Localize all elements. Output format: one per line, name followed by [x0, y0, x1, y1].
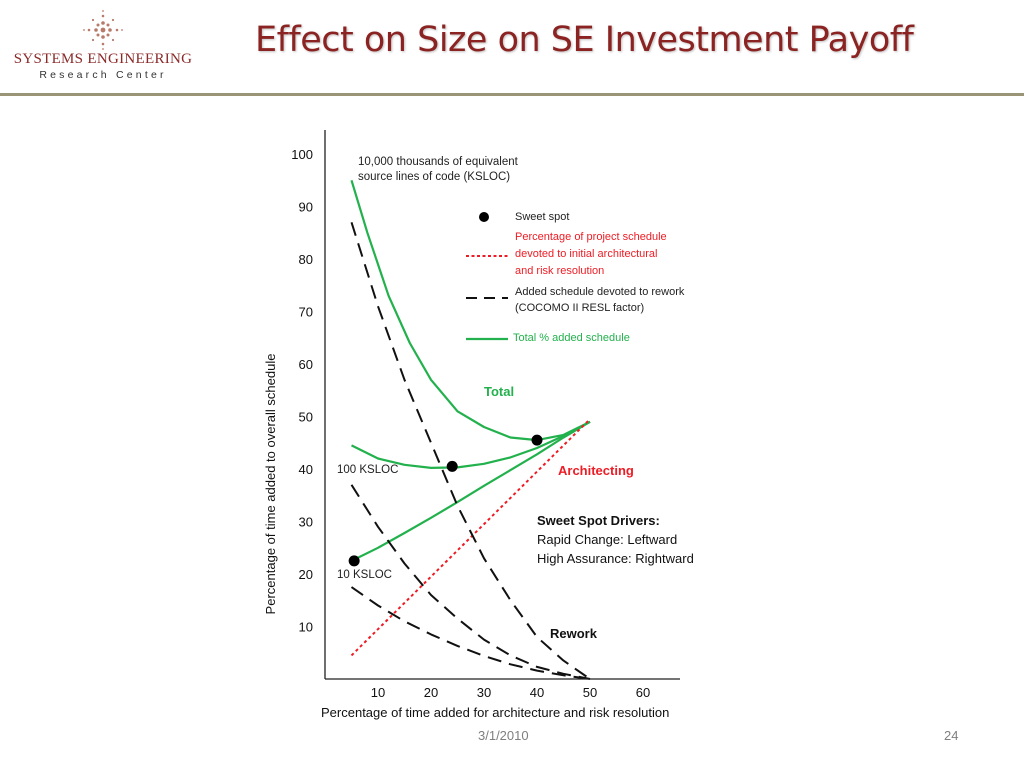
- legend-architecting-line2: devoted to initial architectural: [515, 248, 657, 260]
- rework-series-line: [350, 484, 591, 680]
- chart-sweet-spots: [348, 434, 543, 567]
- x-tick-label: 50: [583, 685, 597, 700]
- sercl-logo: SYSTEMS ENGINEERING Research Center: [8, 8, 198, 81]
- architecting-series-line: [350, 418, 591, 657]
- y-tick-label: 90: [299, 200, 313, 215]
- x-tick-label: 10: [371, 685, 385, 700]
- legend-architecting-line3: and risk resolution: [515, 265, 604, 277]
- legend-sweet-spot-marker: [479, 212, 489, 222]
- annotation-100-ksloc: 100 KSLOC: [337, 464, 398, 476]
- rework-series-line: [350, 221, 591, 680]
- drivers-title: Sweet Spot Drivers:: [537, 513, 660, 528]
- y-tick-label: 50: [299, 410, 313, 425]
- legend-architecting-line1: Percentage of project schedule: [515, 231, 667, 243]
- page-number: 24: [944, 728, 959, 743]
- footer-date: 3/1/2010: [478, 728, 529, 743]
- driver-rapid-change: Rapid Change: Leftward: [537, 532, 677, 547]
- annotation-10000-ksloc-line2: source lines of code (KSLOC): [358, 171, 510, 183]
- y-tick-label: 40: [299, 462, 313, 477]
- total-curve-label: Total: [484, 384, 514, 399]
- y-tick-label: 80: [299, 252, 313, 267]
- driver-high-assurance: High Assurance: Rightward: [537, 551, 694, 566]
- chart-ticks: 10 20 30 40 50 60 10 20 30 40 50 60 70 80 90 100: [291, 147, 650, 700]
- total-series-line: [350, 179, 591, 442]
- legend-rework-line1: Added schedule devoted to rework: [515, 286, 685, 298]
- logo-line-2: Research Center: [39, 69, 167, 81]
- legend-sweet-spot-label: Sweet spot: [515, 211, 569, 223]
- sweet-spot-point: [531, 434, 543, 446]
- chart-curves: [350, 179, 591, 680]
- total-series-line: [351, 420, 591, 562]
- legend-rework-line2: (COCOMO II RESL factor): [515, 302, 644, 314]
- annotation-10000-ksloc-line1: 10,000 thousands of equivalent: [358, 156, 519, 168]
- y-tick-label: 100: [291, 147, 313, 162]
- y-tick-label: 30: [299, 515, 313, 530]
- y-tick-label: 20: [299, 567, 313, 582]
- y-tick-label: 70: [299, 305, 313, 320]
- legend-total-label: Total % added schedule: [513, 332, 630, 344]
- y-tick-label: 60: [299, 357, 313, 372]
- rework-series-line: [350, 586, 591, 680]
- total-series-line: [351, 420, 591, 469]
- x-tick-label: 40: [530, 685, 544, 700]
- rework-curve-label: Rework: [550, 626, 598, 641]
- slide-title: Effect on Size on SE Investment Payoff: [255, 20, 914, 60]
- y-axis-label: Percentage of time added to overall sche…: [263, 354, 278, 615]
- architecting-line-label: Architecting: [558, 463, 634, 478]
- chart: 10 20 30 40 50 60 10 20 30 40 50 60 70 80 90 100 Percen…: [263, 130, 694, 720]
- chart-axes: [324, 130, 680, 680]
- y-tick-label: 10: [299, 620, 313, 635]
- sweet-spot-point: [446, 460, 458, 472]
- x-tick-label: 60: [636, 685, 650, 700]
- title-divider: [0, 93, 1024, 96]
- annotation-10-ksloc: 10 KSLOC: [337, 569, 392, 581]
- sparkle-logo-icon: [83, 10, 123, 50]
- x-tick-label: 20: [424, 685, 438, 700]
- logo-line-1: SYSTEMS ENGINEERING: [13, 51, 193, 67]
- sweet-spot-point: [348, 555, 360, 567]
- x-axis-label: Percentage of time added for architectur…: [321, 705, 669, 720]
- x-tick-label: 30: [477, 685, 491, 700]
